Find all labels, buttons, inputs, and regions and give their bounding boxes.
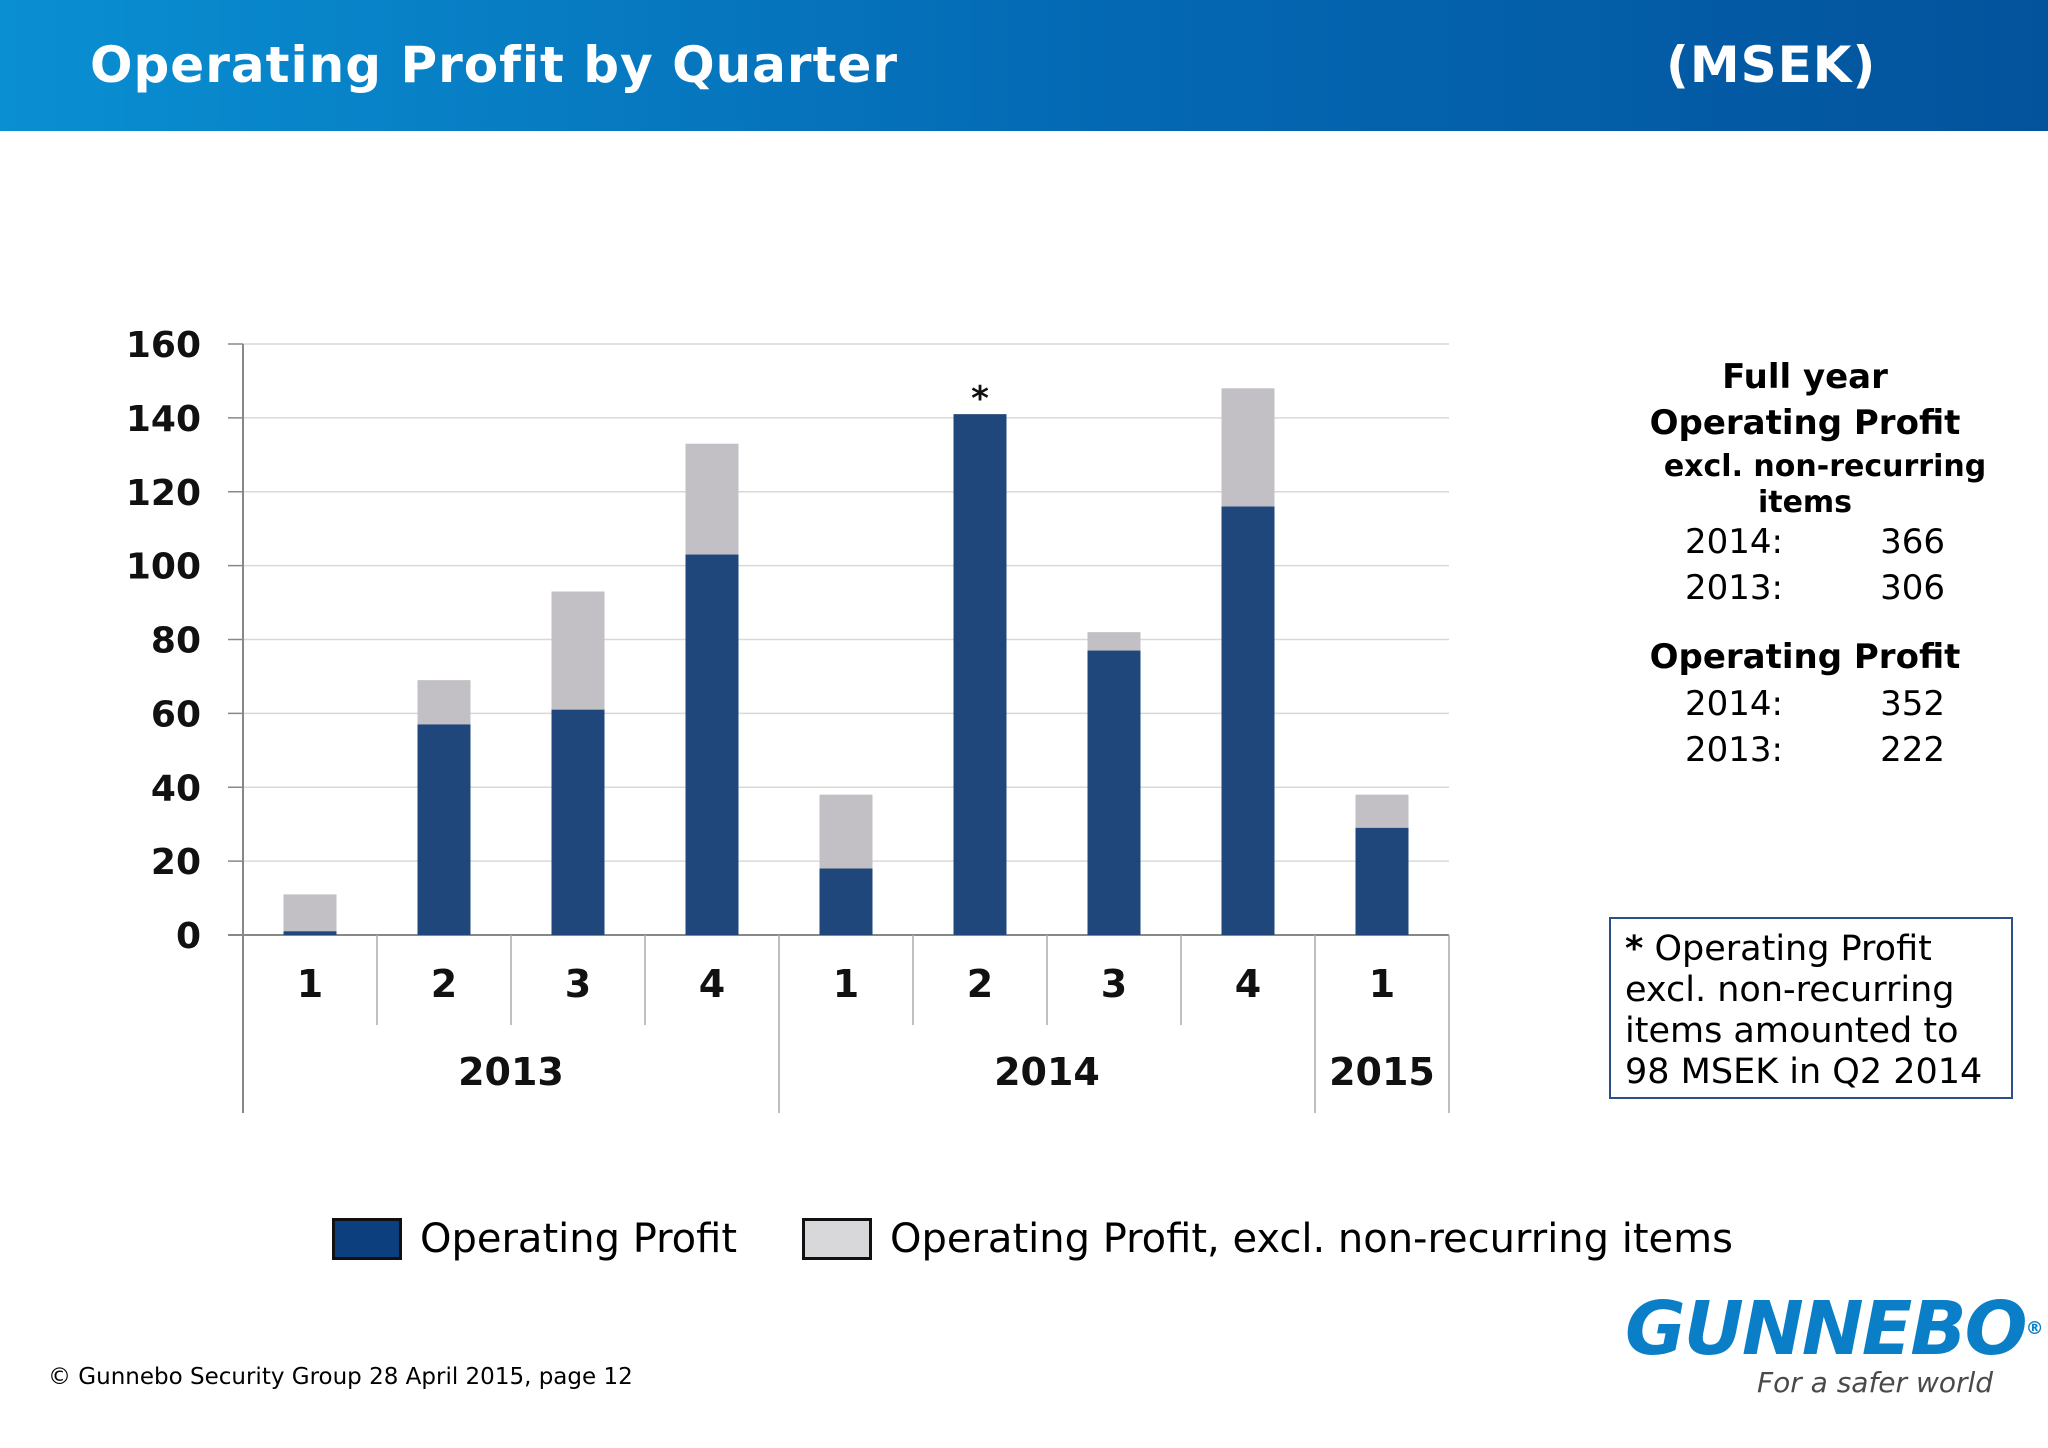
footnote-text: Operating Profit — [1654, 929, 1932, 969]
bar-operating-profit — [685, 554, 739, 935]
footnote-line-1: * Operating Profit — [1625, 929, 1997, 970]
x-tick-label: 3 — [1101, 962, 1127, 1006]
year-group-label: 2015 — [1329, 1050, 1435, 1094]
legend-swatch — [802, 1218, 872, 1260]
logo-tagline: For a safer world — [1757, 1366, 1994, 1399]
footer-copyright: © Gunnebo Security Group 28 April 2015, … — [48, 1364, 633, 1390]
op-value: 222 — [1880, 730, 1945, 771]
bar-operating-profit — [283, 931, 337, 935]
page-title: Operating Profit by Quarter — [90, 36, 899, 94]
bar-operating-profit — [1355, 827, 1409, 935]
excl-row-2014: 2014: 366 — [1685, 519, 2000, 565]
op-row-2014: 2014: 352 — [1685, 681, 2000, 727]
legend-label: Operating Profit, excl. non-recurring it… — [890, 1216, 1733, 1262]
y-tick-label: 40 — [151, 768, 201, 809]
footnote-line-2: excl. non-recurring — [1625, 970, 1955, 1010]
header-banner: Operating Profit by Quarter (MSEK) — [0, 0, 2048, 131]
annotation-star: * — [971, 379, 989, 419]
op-value: 352 — [1880, 684, 1945, 725]
year-group-label: 2013 — [458, 1050, 564, 1094]
x-tick-label: 4 — [1235, 962, 1261, 1006]
x-tick-label: 1 — [833, 962, 859, 1006]
x-tick-label: 2 — [431, 962, 457, 1006]
op-year: 2013: — [1685, 730, 1783, 771]
y-tick-label: 60 — [151, 694, 201, 735]
bar-operating-profit — [551, 709, 605, 935]
legend-swatch — [332, 1218, 402, 1260]
footnote-line-4: 98 MSEK in Q2 2014 — [1625, 1052, 1983, 1092]
full-year-heading: Full year — [1722, 357, 1888, 397]
year-group-label: 2014 — [994, 1050, 1100, 1094]
x-tick-label: 1 — [297, 962, 323, 1006]
bar-excl-non-recurring — [283, 894, 337, 935]
excl-value: 366 — [1880, 522, 1945, 563]
op-label: Operating Profit — [1649, 637, 1961, 678]
y-tick-label: 80 — [151, 621, 201, 662]
legend-label: Operating Profit — [420, 1216, 738, 1262]
full-year-heading-2: Operating Profit — [1649, 402, 1961, 443]
bar-operating-profit — [1087, 650, 1141, 935]
y-tick-label: 120 — [126, 473, 201, 514]
y-tick-label: 100 — [126, 547, 201, 588]
x-tick-label: 3 — [565, 962, 591, 1006]
bar-operating-profit — [819, 868, 873, 935]
x-tick-label: 2 — [967, 962, 993, 1006]
full-year-panel: Full year Operating Profit excl. non-rec… — [1610, 355, 2000, 773]
y-tick-label: 140 — [126, 399, 201, 440]
logo-wordmark: GUNNEBO® — [1625, 1286, 2044, 1372]
footnote-star: * — [1625, 929, 1644, 969]
excl-label-2: items — [1757, 485, 1853, 521]
bar-operating-profit — [953, 414, 1007, 935]
excl-value: 306 — [1880, 568, 1945, 609]
y-tick-label: 160 — [126, 325, 201, 366]
bar-operating-profit — [1221, 506, 1275, 935]
x-tick-label: 1 — [1369, 962, 1395, 1006]
excl-year: 2014: — [1685, 522, 1783, 563]
unit-label: (MSEK) — [1666, 36, 1877, 94]
excl-year: 2013: — [1685, 568, 1783, 609]
excl-label: excl. non-recurring — [1663, 448, 1987, 484]
gunnebo-logo: GUNNEBO® For a safer world — [1625, 1286, 2044, 1399]
bar-operating-profit — [417, 724, 471, 935]
op-row-2013: 2013: 222 — [1685, 727, 2000, 773]
footnote-box: * Operating Profit excl. non-recurring i… — [1609, 917, 2013, 1099]
footnote-line-3: items amounted to — [1625, 1011, 1959, 1051]
excl-row-2013: 2013: 306 — [1685, 565, 2000, 611]
y-tick-label: 0 — [176, 916, 201, 957]
x-tick-label: 4 — [699, 962, 725, 1006]
op-year: 2014: — [1685, 684, 1783, 725]
y-tick-label: 20 — [151, 842, 201, 883]
